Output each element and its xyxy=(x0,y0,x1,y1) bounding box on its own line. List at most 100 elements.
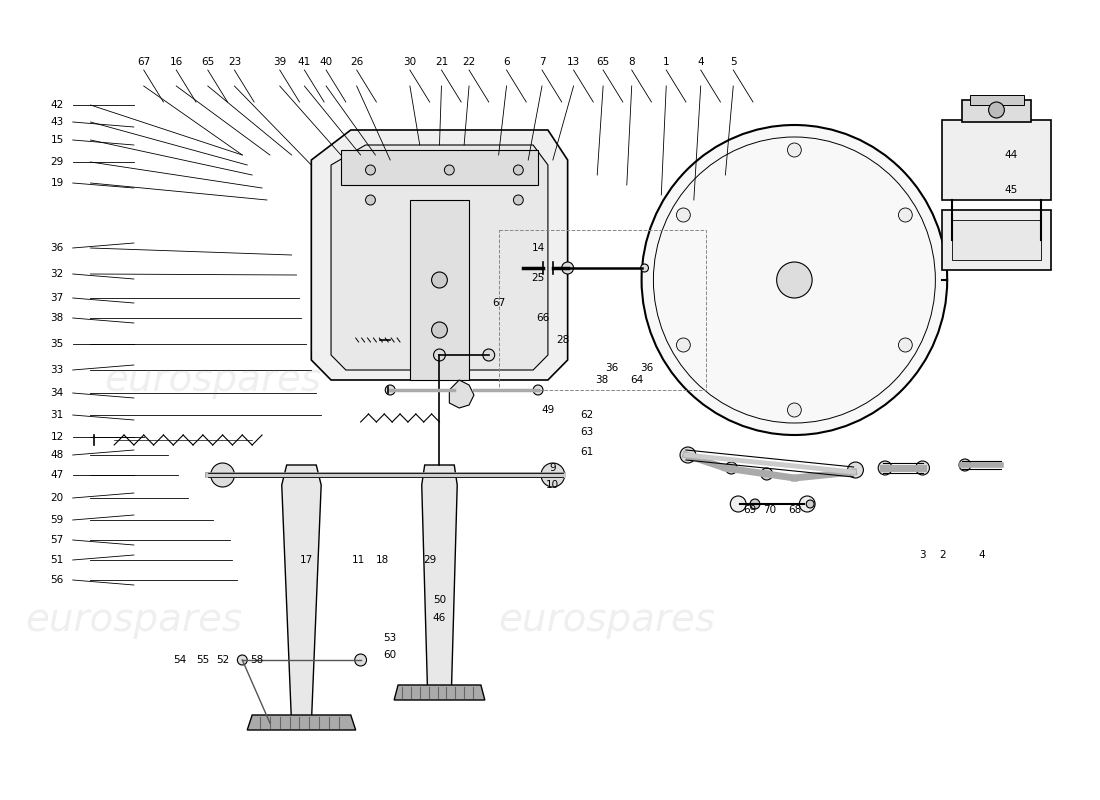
Text: 28: 28 xyxy=(557,335,570,345)
Text: 36: 36 xyxy=(640,363,653,373)
Text: 69: 69 xyxy=(744,505,757,515)
Text: 48: 48 xyxy=(51,450,64,460)
Circle shape xyxy=(483,349,495,361)
Text: 64: 64 xyxy=(630,375,644,385)
Text: 22: 22 xyxy=(462,57,475,67)
Text: 39: 39 xyxy=(273,57,286,67)
Circle shape xyxy=(640,264,649,272)
Text: 6: 6 xyxy=(503,57,509,67)
Bar xyxy=(410,200,469,380)
Circle shape xyxy=(725,462,737,474)
Text: 65: 65 xyxy=(201,57,214,67)
Circle shape xyxy=(777,262,812,298)
Text: 4: 4 xyxy=(978,550,984,560)
Text: 44: 44 xyxy=(1004,150,1018,160)
Text: 61: 61 xyxy=(581,447,594,457)
Circle shape xyxy=(899,208,912,222)
Bar xyxy=(962,100,1031,122)
Text: 31: 31 xyxy=(51,410,64,420)
Circle shape xyxy=(514,195,524,205)
Circle shape xyxy=(365,165,375,175)
Circle shape xyxy=(365,195,375,205)
Circle shape xyxy=(676,208,691,222)
Text: 30: 30 xyxy=(404,57,417,67)
Text: 33: 33 xyxy=(51,365,64,375)
Circle shape xyxy=(800,496,815,512)
Circle shape xyxy=(788,403,801,417)
Circle shape xyxy=(541,463,564,487)
Text: 36: 36 xyxy=(51,243,64,253)
Circle shape xyxy=(534,385,543,395)
Text: eurospares: eurospares xyxy=(498,601,716,639)
Text: 50: 50 xyxy=(433,595,446,605)
Text: 12: 12 xyxy=(51,432,64,442)
Circle shape xyxy=(788,143,801,157)
Text: 4: 4 xyxy=(697,57,704,67)
Circle shape xyxy=(238,655,248,665)
Text: 38: 38 xyxy=(51,313,64,323)
Text: 63: 63 xyxy=(581,427,594,437)
Text: 5: 5 xyxy=(730,57,737,67)
Text: 40: 40 xyxy=(319,57,332,67)
Circle shape xyxy=(431,272,448,288)
Text: 29: 29 xyxy=(424,555,437,565)
Bar xyxy=(970,95,1024,105)
Text: eurospares: eurospares xyxy=(104,361,321,399)
Text: 15: 15 xyxy=(51,135,64,145)
Text: 45: 45 xyxy=(1004,185,1018,195)
Circle shape xyxy=(676,338,691,352)
Text: 17: 17 xyxy=(300,555,313,565)
Text: 13: 13 xyxy=(566,57,580,67)
Circle shape xyxy=(730,496,746,512)
Text: 16: 16 xyxy=(169,57,183,67)
Circle shape xyxy=(385,385,395,395)
Text: 2: 2 xyxy=(939,550,946,560)
Text: 68: 68 xyxy=(788,505,801,515)
Circle shape xyxy=(899,338,912,352)
Text: 43: 43 xyxy=(51,117,64,127)
Text: 29: 29 xyxy=(51,157,64,167)
Text: 3: 3 xyxy=(920,550,926,560)
Text: 41: 41 xyxy=(298,57,311,67)
Text: 38: 38 xyxy=(595,375,608,385)
Circle shape xyxy=(211,463,234,487)
Circle shape xyxy=(431,322,448,338)
Text: 14: 14 xyxy=(531,243,544,253)
Text: 20: 20 xyxy=(51,493,64,503)
Text: 1: 1 xyxy=(663,57,670,67)
Text: 25: 25 xyxy=(531,273,544,283)
Bar xyxy=(943,210,1050,270)
Text: 67: 67 xyxy=(492,298,505,308)
Circle shape xyxy=(806,500,814,508)
Text: 52: 52 xyxy=(216,655,229,665)
Circle shape xyxy=(959,459,971,471)
Text: 58: 58 xyxy=(251,655,264,665)
Text: 46: 46 xyxy=(433,613,447,623)
Text: 19: 19 xyxy=(51,178,64,188)
Bar xyxy=(943,120,1050,200)
Bar xyxy=(953,220,1041,260)
Circle shape xyxy=(848,462,864,478)
Circle shape xyxy=(878,461,892,475)
Circle shape xyxy=(444,215,454,225)
Circle shape xyxy=(444,165,454,175)
Circle shape xyxy=(514,165,524,175)
Text: 35: 35 xyxy=(51,339,64,349)
Circle shape xyxy=(354,654,366,666)
Text: 34: 34 xyxy=(51,388,64,398)
Circle shape xyxy=(433,349,446,361)
Text: 18: 18 xyxy=(376,555,389,565)
Polygon shape xyxy=(311,130,568,380)
Text: 32: 32 xyxy=(51,269,64,279)
Text: 7: 7 xyxy=(539,57,546,67)
Circle shape xyxy=(989,102,1004,118)
Text: 23: 23 xyxy=(228,57,241,67)
Text: 26: 26 xyxy=(350,57,363,67)
Circle shape xyxy=(680,447,696,463)
Text: 36: 36 xyxy=(605,363,618,373)
Text: 51: 51 xyxy=(51,555,64,565)
Text: 56: 56 xyxy=(51,575,64,585)
Text: 54: 54 xyxy=(174,655,187,665)
Text: 60: 60 xyxy=(384,650,397,660)
Text: 65: 65 xyxy=(596,57,609,67)
